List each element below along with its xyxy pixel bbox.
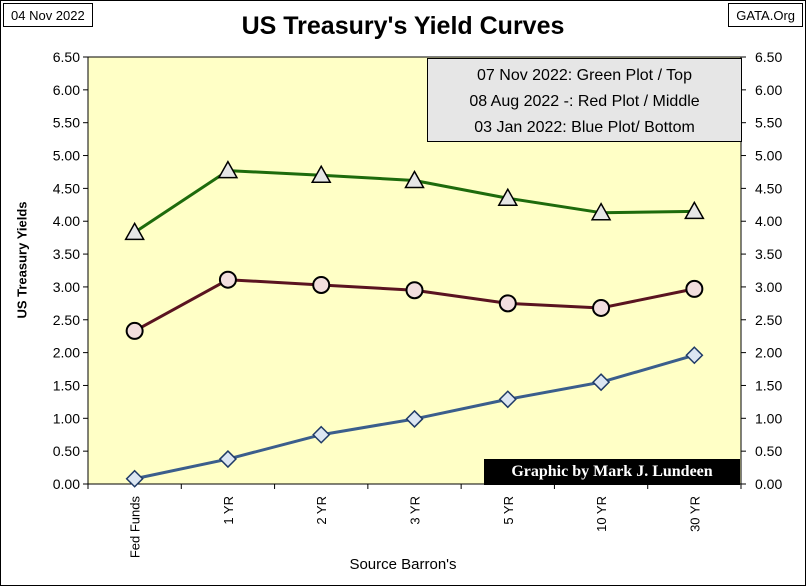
y-tick-label-right: 0.00 <box>755 476 782 492</box>
y-tick-label-left: 1.50 <box>53 377 80 393</box>
y-tick-label-right: 4.50 <box>755 180 782 196</box>
y-tick-label-right: 6.50 <box>755 49 782 65</box>
y-tick-label-right: 2.50 <box>755 312 782 328</box>
x-tick-label: 30 YR <box>687 496 702 532</box>
y-tick-label-left: 5.50 <box>53 115 80 131</box>
y-tick-label-right: 3.50 <box>755 246 782 262</box>
y-tick-label-left: 6.00 <box>53 82 80 98</box>
data-point-diamond <box>685 346 704 365</box>
data-point-triangle <box>497 187 519 206</box>
data-point-triangle <box>124 221 145 241</box>
y-tick-label-right: 4.00 <box>755 213 782 229</box>
data-point-triangle <box>310 164 332 183</box>
y-tick-label-right: 3.00 <box>755 279 782 295</box>
x-tick-label: Fed Funds <box>128 496 143 559</box>
credit-label: Graphic by Mark J. Lundeen <box>484 459 740 485</box>
y-tick-label-right: 1.00 <box>755 410 782 426</box>
x-axis-title: Source Barron's <box>349 556 457 573</box>
chart-title: US Treasury's Yield Curves <box>241 12 565 40</box>
y-tick-label-left: 4.50 <box>53 180 80 196</box>
legend-entry-blue: 03 Jan 2022: Blue Plot/ Bottom <box>474 119 695 136</box>
data-point-circle <box>312 275 331 294</box>
y-tick-label-left: 2.00 <box>53 345 80 361</box>
data-point-diamond <box>592 373 611 392</box>
x-tick-label: 1 YR <box>221 496 236 525</box>
y-tick-label-left: 1.00 <box>53 410 80 426</box>
data-point-diamond <box>312 425 331 444</box>
y-tick-label-left: 3.00 <box>53 279 80 295</box>
data-point-circle <box>405 281 424 300</box>
legend-entry-red: 08 Aug 2022 -: Red Plot / Middle <box>469 93 700 110</box>
data-point-diamond <box>125 469 144 488</box>
x-tick-label: 5 YR <box>501 496 516 525</box>
legend-entry-green: 07 Nov 2022: Green Plot / Top <box>477 67 692 84</box>
y-axis-title: US Treasury Yields <box>14 201 30 319</box>
x-tick-label: 10 YR <box>594 496 609 532</box>
y-tick-label-left: 2.50 <box>53 312 80 328</box>
y-tick-label-right: 1.50 <box>755 377 782 393</box>
x-tick-label: 2 YR <box>314 496 329 525</box>
y-tick-label-right: 5.00 <box>755 148 782 164</box>
data-point-circle <box>218 270 237 289</box>
y-tick-label-right: 5.50 <box>755 115 782 131</box>
data-point-diamond <box>405 409 424 429</box>
data-point-circle <box>125 321 144 340</box>
data-point-triangle <box>217 160 239 179</box>
source-label: GATA.Org <box>728 3 803 27</box>
data-point-diamond <box>218 449 237 469</box>
x-tick-label: 3 YR <box>408 496 423 525</box>
data-point-diamond <box>498 390 517 409</box>
y-tick-label-left: 0.50 <box>53 443 80 459</box>
data-point-circle <box>592 298 611 317</box>
legend: 07 Nov 2022: Green Plot / Top 08 Aug 202… <box>427 58 742 142</box>
data-point-triangle <box>590 202 612 221</box>
y-tick-label-right: 2.00 <box>755 345 782 361</box>
y-tick-label-right: 0.50 <box>755 443 782 459</box>
date-label: 04 Nov 2022 <box>3 3 93 27</box>
y-tick-label-left: 3.50 <box>53 246 80 262</box>
data-point-circle <box>498 294 517 313</box>
data-point-triangle <box>404 169 425 189</box>
data-point-circle <box>685 279 704 298</box>
y-tick-label-left: 0.00 <box>53 476 80 492</box>
data-point-triangle <box>684 200 705 220</box>
y-tick-label-left: 6.50 <box>53 49 80 65</box>
y-tick-label-left: 4.00 <box>53 213 80 229</box>
y-tick-label-left: 5.00 <box>53 148 80 164</box>
y-tick-label-right: 6.00 <box>755 82 782 98</box>
